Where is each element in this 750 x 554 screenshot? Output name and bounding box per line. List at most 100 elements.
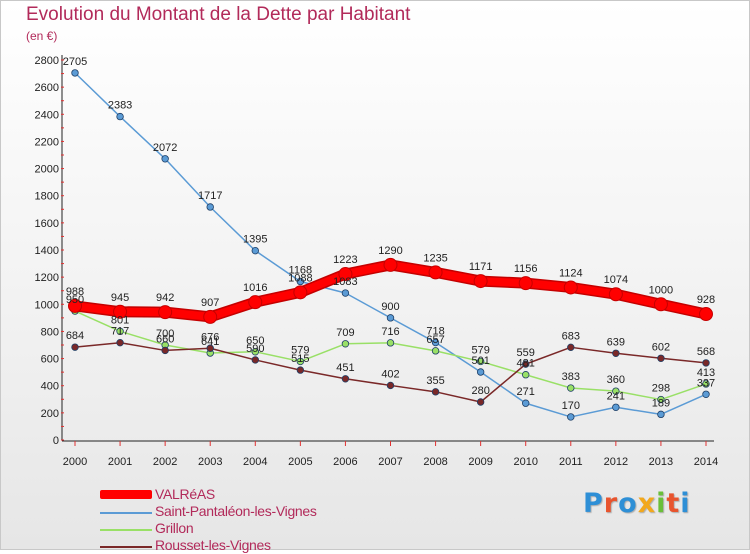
data-point xyxy=(113,304,128,319)
data-label: 355 xyxy=(426,375,444,387)
data-label: 383 xyxy=(562,371,580,383)
legend-item: Grillon xyxy=(100,520,400,537)
data-label: 241 xyxy=(607,390,625,402)
data-label: 683 xyxy=(562,330,580,342)
logo-letter: i xyxy=(656,488,667,519)
data-label: 1124 xyxy=(559,267,583,279)
data-point xyxy=(68,298,82,313)
series-0 xyxy=(68,257,713,324)
y-tick-label: 1400 xyxy=(35,245,59,257)
legend-label: VALRéAS xyxy=(155,486,215,502)
x-tick-label: 2004 xyxy=(243,456,267,468)
data-point xyxy=(161,346,169,355)
data-label: 590 xyxy=(246,343,264,355)
data-point xyxy=(206,344,214,352)
data-label: 1156 xyxy=(514,263,538,275)
data-point xyxy=(296,277,305,286)
data-point xyxy=(518,276,533,291)
legend-swatch xyxy=(100,546,152,548)
chart-subtitle: (en €) xyxy=(26,29,58,43)
data-label: 451 xyxy=(336,362,354,374)
data-point xyxy=(251,348,259,356)
series-3 xyxy=(71,338,710,406)
data-point xyxy=(431,347,440,355)
data-label: 280 xyxy=(471,385,489,397)
data-label: 298 xyxy=(652,383,670,395)
logo-letter: r xyxy=(603,488,619,519)
data-label: 579 xyxy=(471,344,489,356)
data-label: 2072 xyxy=(153,142,177,154)
data-point xyxy=(293,285,308,300)
data-label: 950 xyxy=(66,294,84,306)
data-point xyxy=(476,398,485,406)
chart-title: Evolution du Montant de la Dette par Hab… xyxy=(26,4,411,25)
data-label: 657 xyxy=(426,334,444,346)
data-point xyxy=(296,357,305,366)
data-point xyxy=(563,280,578,295)
data-label: 2705 xyxy=(63,56,87,68)
y-tick-label: 2600 xyxy=(35,82,59,94)
data-point xyxy=(71,69,79,77)
y-tick-label: 2800 xyxy=(35,55,59,67)
data-label: 402 xyxy=(381,368,399,380)
legend-swatch xyxy=(100,512,152,514)
data-point xyxy=(386,339,395,347)
data-point xyxy=(522,360,530,368)
data-point xyxy=(473,274,488,289)
y-tick-label: 0 xyxy=(53,435,59,447)
legend-label: Grillon xyxy=(155,520,194,536)
data-label: 801 xyxy=(111,314,129,326)
x-tick-label: 2001 xyxy=(108,456,132,468)
series-layer xyxy=(68,69,713,421)
logo-letter: i xyxy=(680,488,691,519)
y-tick-label: 1800 xyxy=(35,191,59,203)
data-label: 660 xyxy=(156,333,174,345)
data-label: 602 xyxy=(652,341,670,353)
data-label: 717 xyxy=(111,326,129,338)
data-label: 515 xyxy=(291,353,309,365)
x-tick-label: 2010 xyxy=(513,456,537,468)
data-point xyxy=(338,267,353,282)
x-tick-label: 2000 xyxy=(63,456,87,468)
data-label: 684 xyxy=(66,330,84,342)
data-label: 942 xyxy=(156,292,174,304)
data-point xyxy=(608,287,623,302)
data-label: 1395 xyxy=(243,234,267,246)
data-point xyxy=(657,410,665,419)
data-point xyxy=(567,413,575,421)
y-tick-label: 400 xyxy=(41,381,59,393)
y-tick-label: 2000 xyxy=(35,164,59,176)
data-label: 900 xyxy=(381,301,399,313)
data-label: 481 xyxy=(517,358,535,370)
y-tick-label: 2400 xyxy=(35,109,59,121)
data-label: 639 xyxy=(607,336,625,348)
data-label: 1016 xyxy=(243,282,267,294)
data-point xyxy=(657,354,665,362)
data-point xyxy=(699,307,713,322)
x-tick-label: 2009 xyxy=(468,456,492,468)
data-point xyxy=(612,349,620,357)
data-label: 1083 xyxy=(333,276,357,288)
data-label: 568 xyxy=(697,346,715,358)
series-2 xyxy=(71,307,710,404)
data-point xyxy=(431,338,440,347)
legend-item: Rousset-les-Vignes xyxy=(100,537,400,554)
data-point xyxy=(431,388,440,396)
x-tick-label: 2007 xyxy=(378,456,402,468)
data-label: 945 xyxy=(111,292,129,304)
data-point xyxy=(251,246,259,255)
data-point xyxy=(567,384,575,392)
data-label: 1171 xyxy=(469,261,493,273)
data-point xyxy=(341,375,350,383)
data-label: 1168 xyxy=(289,264,313,276)
data-label: 360 xyxy=(607,374,625,386)
y-tick-label: 1600 xyxy=(35,218,59,230)
data-point xyxy=(428,265,443,280)
x-tick-label: 2013 xyxy=(649,456,673,468)
data-point xyxy=(296,366,305,374)
logo-letter: o xyxy=(618,488,638,519)
y-tick-label: 1200 xyxy=(35,272,59,284)
value-labels-layer: 988 945 942 907 1016 1088 1223 1290 1235 1171 1156… xyxy=(63,56,715,412)
data-point xyxy=(206,203,214,211)
